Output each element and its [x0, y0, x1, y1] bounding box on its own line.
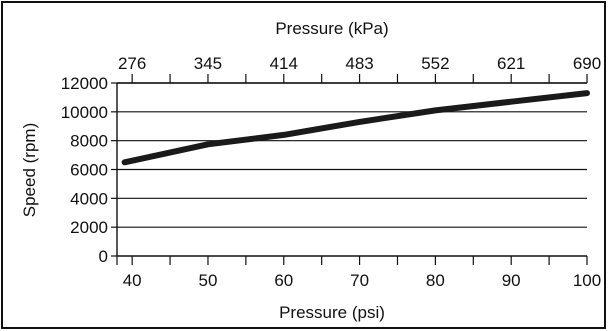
series-layer	[121, 90, 590, 166]
y-tick-label: 8000	[70, 132, 108, 151]
x2-tick-label: 552	[421, 54, 449, 73]
y-tick-label: 4000	[70, 189, 108, 208]
series-line	[121, 90, 590, 166]
y-tick-label: 6000	[70, 161, 108, 180]
tick-marks	[111, 74, 588, 265]
x2-tick-label: 483	[345, 54, 373, 73]
x-tick-label: 40	[123, 271, 142, 290]
x-tick-label: 70	[350, 271, 369, 290]
x2-axis-title: Pressure (kPa)	[275, 19, 388, 38]
y-axis-title: Speed (rpm)	[20, 123, 39, 217]
x2-tick-label: 621	[497, 54, 525, 73]
x-tick-label: 80	[426, 271, 445, 290]
x2-tick-label: 345	[194, 54, 222, 73]
x2-tick-label: 414	[270, 54, 298, 73]
x-tick-label: 60	[274, 271, 293, 290]
y-tick-label: 10000	[61, 103, 108, 122]
x-axis-title: Pressure (psi)	[279, 303, 385, 322]
y-tick-label: 12000	[61, 74, 108, 93]
y-tick-label: 0	[99, 247, 108, 266]
x-tick-label: 90	[502, 271, 521, 290]
y-tick-label: 2000	[70, 218, 108, 237]
x-tick-label: 100	[573, 271, 601, 290]
tick-labels: 0 2000 4000 6000 8000 10000 12000 40 50 60 70 80 90 1…	[61, 54, 601, 290]
x2-tick-label: 276	[118, 54, 146, 73]
x2-tick-label: 690	[573, 54, 601, 73]
x-tick-label: 50	[199, 271, 218, 290]
